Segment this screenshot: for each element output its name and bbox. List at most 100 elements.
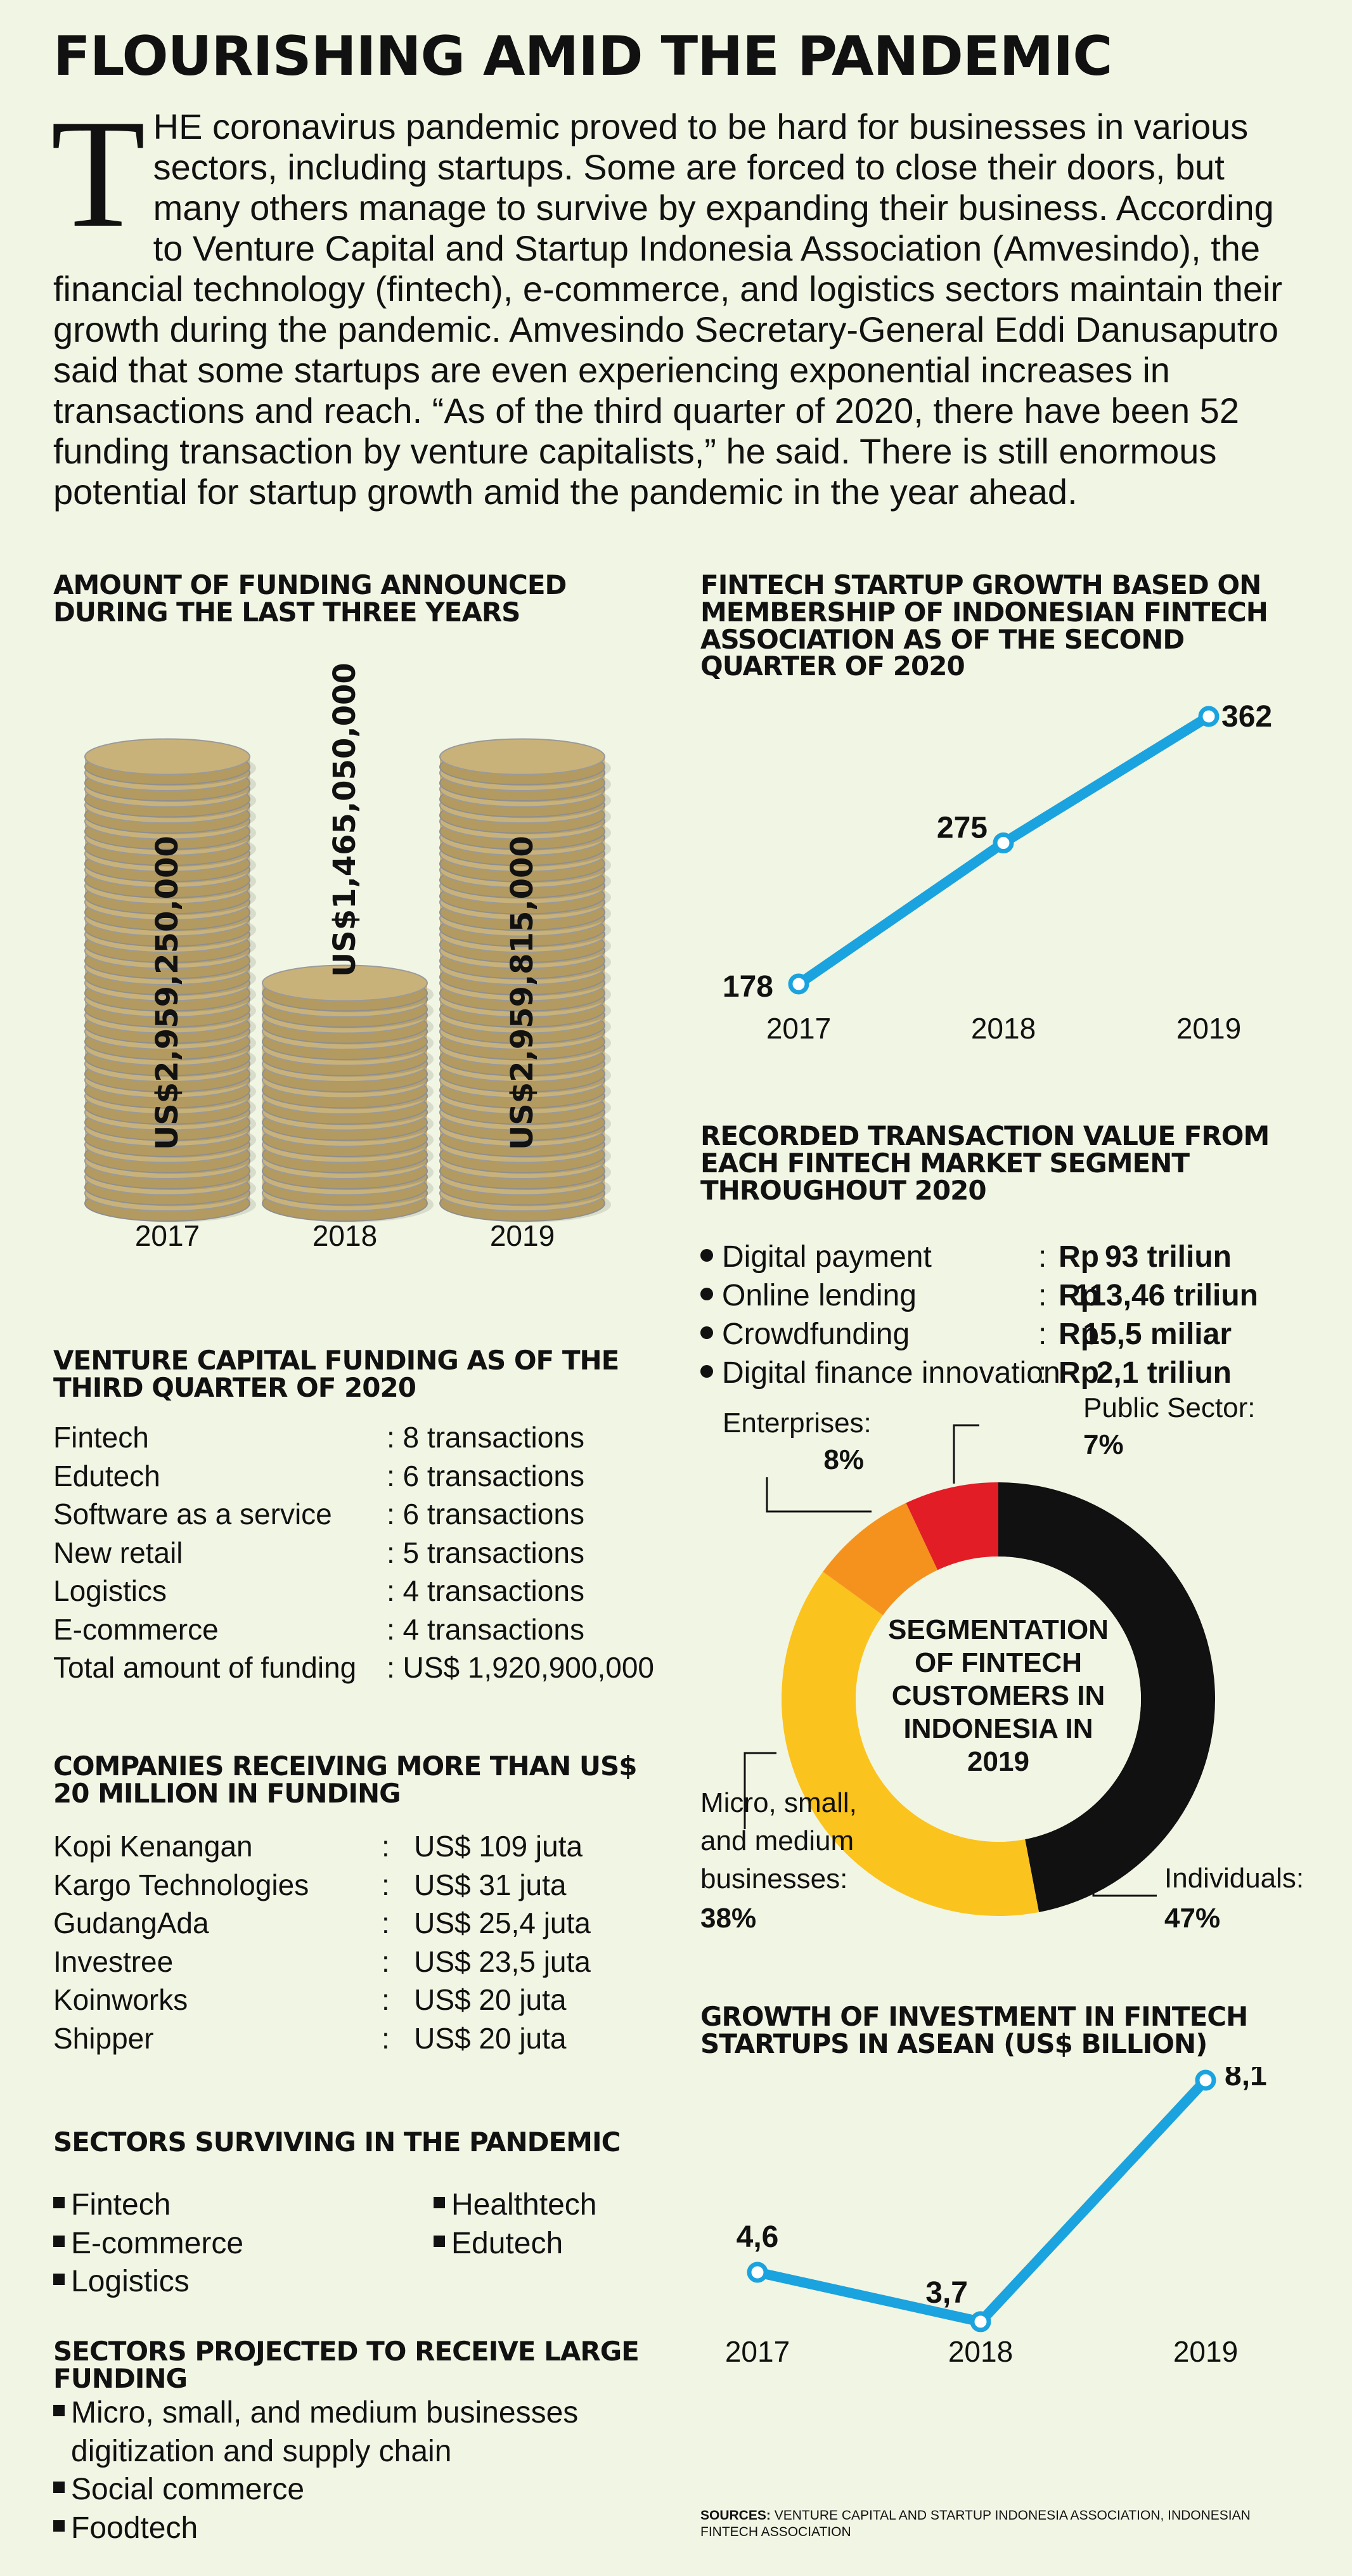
donut-center-label: OF FINTECH [915,1647,1082,1678]
asean-chart-title: GROWTH OF INVESTMENT IN FINTECH STARTUPS… [700,2001,1248,2059]
coin-stack-2017 [84,738,256,1222]
x-tick-label: 2018 [312,1219,377,1252]
vc-row-label: Fintech [53,1421,149,1454]
bullet-icon [434,2197,445,2208]
transaction-name: Digital finance innovation [722,1356,1060,1390]
transaction-currency: Rp [1059,1240,1099,1274]
donut-slice-micro, [782,1571,1040,1916]
bullet-icon [53,2235,65,2247]
leader-line [766,1477,872,1513]
bullet-icon [53,2520,65,2532]
sector-name: Logistics [71,2265,190,2298]
membership-line-chart: 178 2017 275 2018 362 2019 [723,700,1272,1045]
x-tick-label: 2017 [135,1219,200,1252]
page-title: FLOURISHING AMID THE PANDEMIC [53,25,1112,88]
segment-name: businesses: [700,1863,847,1894]
sources-note: SOURCES: VENTURE CAPITAL AND STARTUP IND… [700,2508,1309,2540]
transaction-separator: : [1038,1356,1047,1390]
bullet-icon [700,1249,713,1262]
bullet-icon [53,2482,65,2493]
x-tick-label: 2019 [1176,1012,1241,1045]
coin-top [262,964,428,1002]
company-name: Shipper [53,2021,154,2055]
asean-line-chart: 4,6 2017 3,7 2018 8,1 2019 [725,2067,1267,2368]
x-tick-label: 2017 [725,2335,790,2368]
company-name: Investree [53,1945,174,1978]
donut-center-label: INDONESIA IN [903,1713,1093,1744]
bullet-icon [700,1365,713,1378]
companies-title: COMPANIES RECEIVING MORE THAN US$ 20 MIL… [53,1751,637,1809]
transaction-currency: Rp [1059,1356,1099,1390]
data-label: 8,1 [1225,2067,1267,2092]
intro-text: HE coronavirus pandemic proved to be har… [53,107,1283,512]
donut-center-label: SEGMENTATION [888,1614,1109,1645]
data-point [993,832,1014,854]
sources-label: SOURCES: [700,2508,771,2523]
transaction-value: 2,1 triliun [1096,1356,1232,1390]
sources-text: VENTURE CAPITAL AND STARTUP INDONESIA AS… [700,2508,1251,2539]
company-funding: : US$ 20 juta [382,1983,567,2016]
donut-center-label: CUSTOMERS IN [892,1680,1105,1711]
company-name: Kopi Kenangan [53,1830,253,1863]
company-funding: : US$ 31 juta [382,1868,567,1901]
segment-percent: 8% [823,1444,864,1475]
data-point [1195,2069,1216,2091]
bullet-icon [53,2274,65,2285]
company-funding: : US$ 20 juta [382,2021,567,2055]
data-label: 178 [723,970,773,1004]
data-label: US$1,465,050,000 [327,662,363,977]
projected-sector: Social commerce [53,2472,304,2507]
sector-name: Fintech [71,2188,171,2222]
x-tick-label: 2017 [766,1012,831,1045]
bullet-icon [434,2235,445,2247]
data-point [970,2311,991,2333]
coin-top [439,738,605,775]
vc-row-value: : US$ 1,920,900,000 [387,1651,654,1684]
surviving-sector: Fintech [53,2187,171,2222]
sector-name: Healthtech [451,2188,597,2222]
segment-percent: 38% [700,1903,756,1934]
transaction-name: Online lending [722,1279,917,1312]
transaction-label: Online lending [700,1278,917,1313]
leader-line [1092,1883,1157,1897]
bullet-icon [700,1326,713,1339]
sector-name: Social commerce [71,2473,305,2506]
segment-name: Enterprises: [723,1408,872,1439]
sector-name: Micro, small, and medium businesses [71,2396,579,2430]
x-tick-label: 2018 [971,1012,1036,1045]
leader-line [953,1424,979,1484]
vc-row-label: Edutech [53,1459,160,1492]
data-point [788,973,809,995]
donut-slice-public [906,1482,998,1570]
transaction-value: 93 triliun [1104,1240,1232,1274]
vc-funding-title: VENTURE CAPITAL FUNDING AS OF THE THIRD … [53,1345,619,1403]
bullet-icon [53,2405,65,2416]
company-name: GudangAda [53,1906,209,1939]
vc-row-value: : 6 transactions [387,1498,584,1531]
segment-name: and medium [700,1825,854,1856]
vc-row-value: : 6 transactions [387,1459,584,1492]
coin-top [84,738,250,775]
vc-row-label: E-commerce [53,1612,219,1646]
transaction-separator: : [1038,1317,1047,1351]
transaction-value: 15,5 miliar [1083,1317,1232,1351]
company-funding: : US$ 23,5 juta [382,1945,591,1978]
projected-sector: Micro, small, and medium businesses [53,2395,578,2430]
segment-percent: 7% [1083,1429,1124,1460]
vc-row-label: Software as a service [53,1498,332,1531]
transaction-name: Crowdfunding [722,1317,910,1351]
vc-row-label: New retail [53,1536,183,1569]
vc-row-value: : 5 transactions [387,1536,584,1569]
data-label: 4,6 [737,2220,779,2254]
transactions-title: RECORDED TRANSACTION VALUE FROM EACH FIN… [700,1120,1270,1206]
x-tick-label: 2019 [1173,2335,1238,2368]
projected-sector: Foodtech [53,2511,198,2546]
coin-stack-2019 [439,738,611,1222]
sector-name: Foodtech [71,2511,198,2545]
intro-paragraph: T HE coronavirus pandemic proved to be ha… [51,96,1308,512]
donut-slice-enterprises [823,1503,938,1615]
bullet-icon [700,1288,713,1300]
transaction-currency: Rp [1059,1317,1099,1351]
transaction-separator: : [1038,1240,1047,1274]
